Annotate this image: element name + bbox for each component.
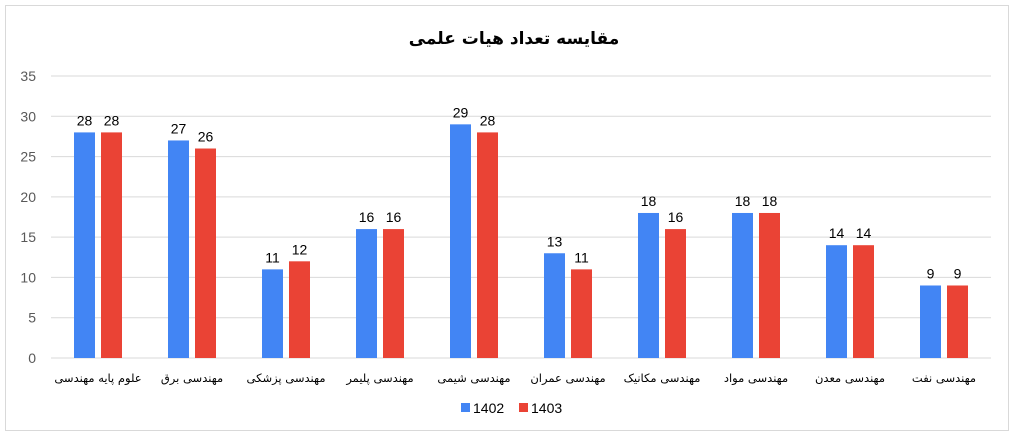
data-label: 9 bbox=[954, 265, 962, 281]
data-label: 18 bbox=[762, 193, 778, 209]
bar-1402 bbox=[262, 269, 283, 358]
data-label: 13 bbox=[547, 233, 563, 249]
data-label: 11 bbox=[265, 249, 280, 265]
x-category-label: مهندسی مواد bbox=[724, 371, 788, 386]
bar-1402 bbox=[826, 245, 847, 358]
data-label: 14 bbox=[856, 225, 872, 241]
x-category-label: مهندسی عمران bbox=[530, 371, 605, 386]
legend-label: 1402 bbox=[473, 400, 504, 416]
bar-1402 bbox=[356, 229, 377, 358]
bar-1402 bbox=[450, 124, 471, 358]
bar-1403 bbox=[101, 132, 122, 358]
data-label: 29 bbox=[453, 104, 469, 120]
data-label: 9 bbox=[927, 265, 935, 281]
x-category-label: مهندسی پلیمر bbox=[345, 371, 413, 386]
x-category-label: مهندسی نفت bbox=[912, 371, 976, 385]
bar-1403 bbox=[477, 132, 498, 358]
data-label: 28 bbox=[480, 112, 496, 128]
bar-1403 bbox=[571, 269, 592, 358]
y-axis-ticks: 0 5 10 15 20 25 30 35 bbox=[20, 68, 36, 366]
chart-title: مقایسه تعداد هیات علمی bbox=[409, 29, 620, 49]
gridlines bbox=[51, 75, 991, 359]
data-label: 16 bbox=[359, 209, 375, 225]
data-label: 28 bbox=[104, 112, 120, 128]
legend-label: 1403 bbox=[531, 400, 562, 416]
bar-1402 bbox=[732, 212, 753, 358]
chart-frame: مقایسه تعداد هیات علمی 0 5 10 15 20 25 30 35 28… bbox=[5, 5, 1009, 431]
bar-1402 bbox=[74, 132, 95, 358]
bar-chart: مقایسه تعداد هیات علمی 0 5 10 15 20 25 30 35 28… bbox=[20, 29, 991, 416]
bar-1403 bbox=[947, 285, 968, 358]
legend: 1402 1403 bbox=[461, 400, 562, 416]
data-label: 16 bbox=[386, 209, 402, 225]
data-label: 12 bbox=[292, 241, 308, 257]
bar-1403 bbox=[289, 261, 310, 358]
y-tick-label: 20 bbox=[20, 189, 36, 205]
data-label: 26 bbox=[198, 129, 214, 145]
y-tick-label: 0 bbox=[28, 350, 36, 366]
bar-1403 bbox=[383, 229, 404, 358]
y-tick-label: 5 bbox=[28, 310, 36, 326]
x-category-label: مهندسی مکانیک bbox=[624, 371, 701, 385]
x-category-label: علوم پایه مهندسی bbox=[54, 371, 141, 386]
x-category-label: مهندسی برق bbox=[161, 371, 223, 386]
data-label: 14 bbox=[829, 225, 845, 241]
bar-1403 bbox=[665, 229, 686, 358]
bar-1403 bbox=[853, 245, 874, 358]
bar-1403 bbox=[759, 212, 780, 358]
y-tick-label: 10 bbox=[20, 269, 36, 285]
bar-1402 bbox=[544, 253, 565, 358]
x-axis-categories: علوم پایه مهندسی مهندسی برق مهندسی پزشکی مه… bbox=[54, 371, 976, 386]
legend-swatch-1403 bbox=[519, 403, 528, 412]
y-tick-label: 25 bbox=[20, 149, 36, 165]
data-labels: 28 28 27 26 11 12 16 16 29 28 13 11 18 16 18 18 14 14 9 9 bbox=[77, 104, 962, 281]
bars bbox=[74, 124, 968, 358]
x-category-label: مهندسی پزشکی bbox=[247, 371, 326, 386]
bar-1402 bbox=[168, 140, 189, 358]
y-tick-label: 30 bbox=[20, 108, 36, 124]
y-tick-label: 35 bbox=[20, 68, 36, 84]
legend-swatch-1402 bbox=[461, 403, 470, 412]
data-label: 28 bbox=[77, 112, 93, 128]
x-category-label: مهندسی معدن bbox=[815, 371, 885, 385]
y-tick-label: 15 bbox=[20, 229, 36, 245]
bar-1403 bbox=[195, 148, 216, 358]
bar-1402 bbox=[638, 212, 659, 358]
data-label: 18 bbox=[641, 193, 657, 209]
data-label: 16 bbox=[668, 209, 684, 225]
x-category-label: مهندسی شیمی bbox=[437, 371, 510, 385]
data-label: 11 bbox=[574, 249, 589, 265]
data-label: 27 bbox=[171, 120, 187, 136]
bar-1402 bbox=[920, 285, 941, 358]
data-label: 18 bbox=[735, 193, 751, 209]
